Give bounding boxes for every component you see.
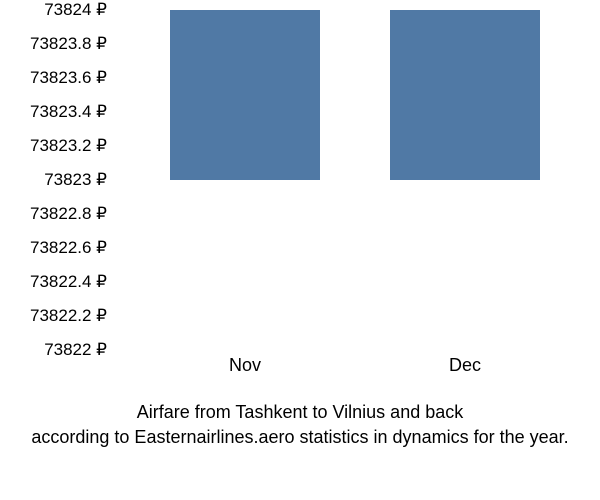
y-tick-label: 73823.4 ₽	[30, 102, 107, 122]
y-tick-label: 73822.4 ₽	[30, 272, 107, 292]
x-tick-label: Dec	[449, 355, 481, 376]
y-tick-label: 73822.8 ₽	[30, 204, 107, 224]
x-axis: Nov Dec	[115, 355, 575, 385]
x-tick-label: Nov	[229, 355, 261, 376]
y-tick-label: 73823.2 ₽	[30, 136, 107, 156]
plot-area	[115, 10, 575, 350]
airfare-chart: 73824 ₽ 73823.8 ₽ 73823.6 ₽ 73823.4 ₽ 73…	[0, 0, 600, 500]
y-tick-label: 73822 ₽	[44, 340, 107, 360]
y-tick-label: 73823.8 ₽	[30, 34, 107, 54]
chart-caption: Airfare from Tashkent to Vilnius and bac…	[0, 400, 600, 450]
y-tick-label: 73823.6 ₽	[30, 68, 107, 88]
y-tick-label: 73822.2 ₽	[30, 306, 107, 326]
bar-dec	[390, 10, 540, 180]
caption-line-2: according to Easternairlines.aero statis…	[10, 425, 590, 450]
caption-line-1: Airfare from Tashkent to Vilnius and bac…	[10, 400, 590, 425]
y-tick-label: 73822.6 ₽	[30, 238, 107, 258]
y-tick-label: 73824 ₽	[44, 0, 107, 20]
y-tick-label: 73823 ₽	[44, 170, 107, 190]
bar-nov	[170, 10, 320, 180]
y-axis: 73824 ₽ 73823.8 ₽ 73823.6 ₽ 73823.4 ₽ 73…	[0, 10, 115, 350]
